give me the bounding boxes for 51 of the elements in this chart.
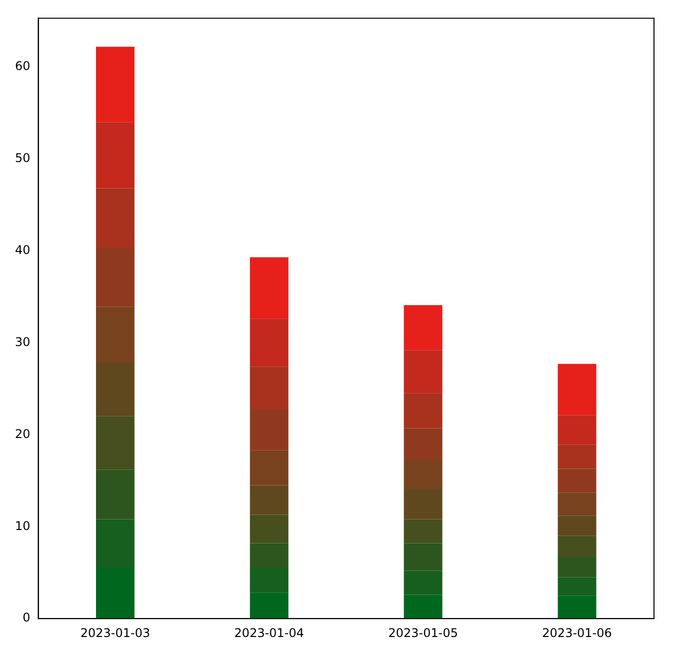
bar: [96, 248, 134, 307]
bar: [250, 408, 288, 450]
y-tick-label: 30: [14, 334, 30, 349]
bar: [96, 416, 134, 470]
bar: [558, 468, 596, 493]
bar: [96, 362, 134, 416]
y-tick-label: 10: [14, 518, 30, 533]
bar: [96, 568, 134, 619]
y-tick-label: 0: [22, 610, 30, 625]
bar: [558, 364, 596, 416]
bar: [558, 415, 596, 445]
x-tick-label: 2023-01-04: [234, 626, 304, 640]
bar: [558, 444, 596, 469]
bar: [250, 543, 288, 568]
x-tick-label: 2023-01-03: [80, 626, 150, 640]
bar: [250, 366, 288, 409]
bar: [96, 306, 134, 363]
bar: [404, 428, 442, 460]
bar: [558, 577, 596, 596]
bar: [558, 492, 596, 516]
bar: [250, 514, 288, 544]
y-tick-label: 40: [14, 242, 30, 257]
bar: [404, 570, 442, 595]
bar: [96, 188, 134, 248]
bar: [96, 519, 134, 568]
bar: [250, 592, 288, 619]
y-tick-label: 60: [14, 59, 30, 74]
x-tick-label: 2023-01-06: [542, 626, 612, 640]
bar: [404, 519, 442, 544]
bar: [558, 536, 596, 557]
bar: [404, 488, 442, 520]
bar: [250, 257, 288, 319]
bar: [404, 543, 442, 571]
bar: [558, 556, 596, 578]
bar: [558, 596, 596, 619]
bar: [404, 594, 442, 619]
y-tick-label: 50: [14, 151, 30, 165]
y-tick-label: 20: [14, 426, 30, 441]
bar: [96, 122, 134, 188]
bar: [250, 450, 288, 486]
x-tick-label: 2023-01-05: [388, 626, 458, 640]
bar: [96, 470, 134, 520]
bar: [404, 393, 442, 428]
bar: [250, 485, 288, 515]
bar: [404, 305, 442, 350]
bar: [250, 318, 288, 367]
bar: [250, 568, 288, 593]
bar: [96, 46, 134, 122]
bar: [404, 350, 442, 394]
bar: [404, 460, 442, 489]
bar: [558, 516, 596, 536]
